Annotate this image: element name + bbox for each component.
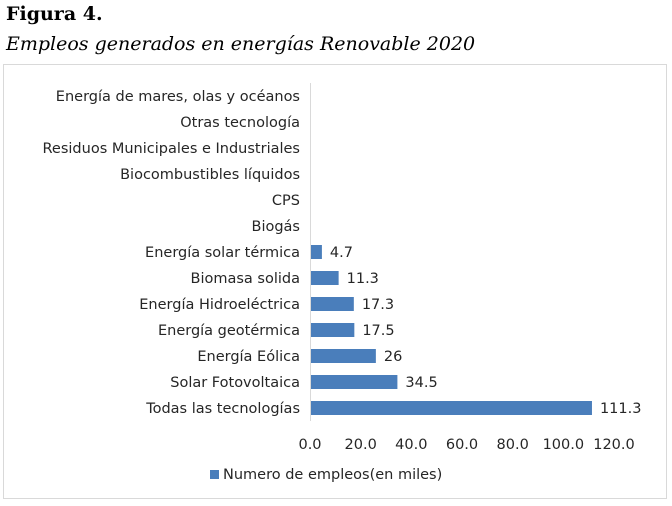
bar	[311, 375, 398, 389]
x-tick-label: 40.0	[395, 437, 427, 453]
data-label: 26	[384, 349, 402, 365]
data-label: 17.5	[362, 323, 394, 339]
category-label: Biocombustibles líquidos	[120, 167, 300, 183]
category-label: Energía solar térmica	[145, 245, 300, 261]
x-tick-label: 0.0	[298, 437, 321, 453]
category-label: Biomasa solida	[191, 271, 300, 287]
data-label: 4.7	[330, 245, 353, 261]
category-label: Energía geotérmica	[158, 323, 300, 339]
category-label: Residuos Municipales e Industriales	[43, 141, 301, 157]
x-tick-label: 120.0	[593, 437, 635, 453]
x-tick-label: 20.0	[345, 437, 377, 453]
category-label: Solar Fotovoltaica	[170, 375, 300, 391]
bar	[311, 297, 354, 311]
x-tick-label: 80.0	[497, 437, 529, 453]
bar	[311, 349, 376, 363]
bar	[311, 245, 322, 259]
bar	[311, 323, 355, 337]
legend-label: Numero de empleos(en miles)	[223, 467, 442, 483]
category-label: Otras tecnología	[180, 115, 300, 131]
data-label: 34.5	[405, 375, 437, 391]
category-label: Energía Eólica	[197, 349, 300, 365]
category-label: CPS	[272, 193, 300, 209]
chart-area: Energía de mares, olas y océanos Otras te…	[3, 64, 667, 499]
bar-chart: Energía de mares, olas y océanos Otras te…	[43, 83, 642, 483]
legend-swatch	[210, 470, 219, 479]
bar	[311, 401, 592, 415]
category-label: Todas las tecnologías	[145, 401, 300, 417]
category-label: Biogás	[252, 219, 301, 235]
figure-caption: Empleos generados en energías Renovable …	[6, 33, 476, 55]
data-label: 111.3	[600, 401, 642, 417]
bar	[311, 271, 339, 285]
x-tick-label: 60.0	[446, 437, 478, 453]
data-label: 17.3	[362, 297, 394, 313]
x-tick-label: 100.0	[543, 437, 585, 453]
category-label: Energía Hidroeléctrica	[139, 297, 300, 313]
data-label: 11.3	[347, 271, 379, 287]
figure-label: Figura 4.	[6, 3, 103, 25]
category-label: Energía de mares, olas y océanos	[56, 89, 300, 105]
